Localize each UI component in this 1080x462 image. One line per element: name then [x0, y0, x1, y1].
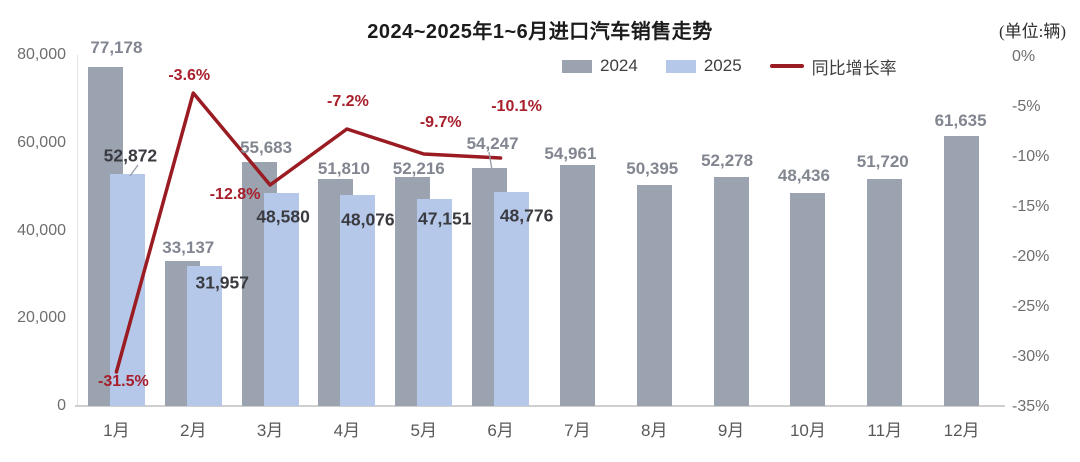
unit-label: (单位:辆) [998, 22, 1066, 41]
x-axis-label-5月: 5月 [410, 421, 437, 440]
x-axis-label-9月: 9月 [717, 421, 745, 440]
legend-swatch-2024 [562, 59, 592, 73]
right-axis-tick-label: -35% [1012, 398, 1050, 415]
growth-rate-label-1月: -31.5% [98, 373, 149, 390]
legend: 2024 2025 同比增长率 [562, 54, 897, 79]
bar-label-2024-7月: 54,961 [544, 143, 597, 163]
x-axis-label-7月: 7月 [564, 421, 591, 440]
bar-label-2024-2月: 33,137 [162, 237, 215, 257]
bar-2024-10月 [790, 193, 826, 406]
growth-rate-label-6月: -10.1% [491, 98, 542, 115]
legend-label-2025: 2025 [703, 56, 742, 75]
legend-item-2025: 2025 [665, 56, 742, 76]
x-axis-label-4月: 4月 [333, 421, 361, 440]
right-axis-tick-label: -5% [1012, 98, 1041, 115]
bar-label-2025-5月: 47,151 [417, 208, 472, 229]
x-axis-label-6月: 6月 [487, 421, 514, 440]
y-axis-line [77, 55, 78, 406]
bar-2024-8月 [636, 184, 672, 406]
x-axis-label-10月: 10月 [789, 421, 826, 440]
left-axis-tick-label: 60,000 [17, 133, 66, 151]
x-axis-label-11月: 11月 [867, 421, 903, 440]
growth-rate-label-5月: -9.7% [419, 114, 462, 131]
growth-rate-label-3月: -12.8% [209, 186, 261, 203]
growth-rate-label-4月: -7.2% [327, 93, 369, 110]
bar-2025-1月 [109, 174, 145, 406]
chart-title: 2024~2025年1~6月进口汽车销售走势 [367, 21, 713, 43]
left-axis-tick-label: 40,000 [17, 221, 66, 239]
x-axis-label-2月: 2月 [180, 421, 207, 440]
bar-label-2024-1月: 77,178 [90, 38, 143, 58]
bar-label-2024-9月: 52,278 [701, 150, 754, 170]
bar-label-2024-10月: 48,436 [777, 166, 830, 186]
bar-label-2025-2月: 31,957 [195, 272, 250, 293]
legend-item-2024: 2024 [562, 56, 638, 76]
bar-label-2024-6月: 54,247 [466, 133, 519, 153]
bar-2024-12月 [944, 135, 980, 406]
left-axis-tick-label: 80,000 [17, 46, 66, 63]
right-axis-tick-label: 0% [1012, 48, 1036, 65]
legend-item-growth: 同比增长率 [769, 54, 897, 79]
bar-2024-7月 [559, 164, 595, 406]
bar-label-2024-4月: 51,810 [317, 158, 370, 178]
legend-line-swatch-growth [769, 64, 804, 68]
right-axis-tick-label: -25% [1012, 298, 1050, 315]
bar-label-2024-12月: 61,635 [934, 110, 987, 130]
left-axis-tick-label: 20,000 [17, 309, 66, 327]
x-axis-label-12月: 12月 [943, 421, 980, 440]
legend-label-2024: 2024 [600, 56, 638, 75]
bar-label-2025-1月: 52,872 [103, 145, 158, 166]
bar-2024-9月 [713, 176, 749, 406]
bar-2024-11月 [867, 179, 903, 406]
x-axis-label-3月: 3月 [256, 421, 284, 440]
bar-label-2025-6月: 48,776 [499, 205, 554, 226]
left-axis-tick-label: 0 [57, 397, 66, 414]
growth-rate-label-2月: -3.6% [168, 67, 211, 84]
bar-label-2025-3月: 48,580 [256, 206, 310, 227]
bar-label-2025-4月: 48,076 [341, 209, 395, 230]
right-axis-tick-label: -20% [1012, 248, 1050, 265]
right-axis-tick-label: -30% [1012, 348, 1050, 365]
bar-label-2024-8月: 50,395 [626, 158, 679, 178]
legend-swatch-2025 [665, 59, 696, 73]
bar-2025-5月 [417, 199, 453, 406]
bar-label-2024-11月: 51,720 [856, 152, 909, 172]
right-axis-tick-label: -10% [1012, 148, 1050, 165]
bar-label-2024-3月: 55,683 [240, 137, 293, 157]
bar-label-2024-5月: 52,216 [392, 158, 445, 178]
legend-label-growth: 同比增长率 [811, 58, 897, 78]
x-axis-label-1月: 1月 [103, 421, 130, 440]
x-axis-label-8月: 8月 [641, 421, 668, 440]
x-axis-line [75, 405, 1005, 407]
right-axis-tick-label: -15% [1012, 198, 1050, 215]
